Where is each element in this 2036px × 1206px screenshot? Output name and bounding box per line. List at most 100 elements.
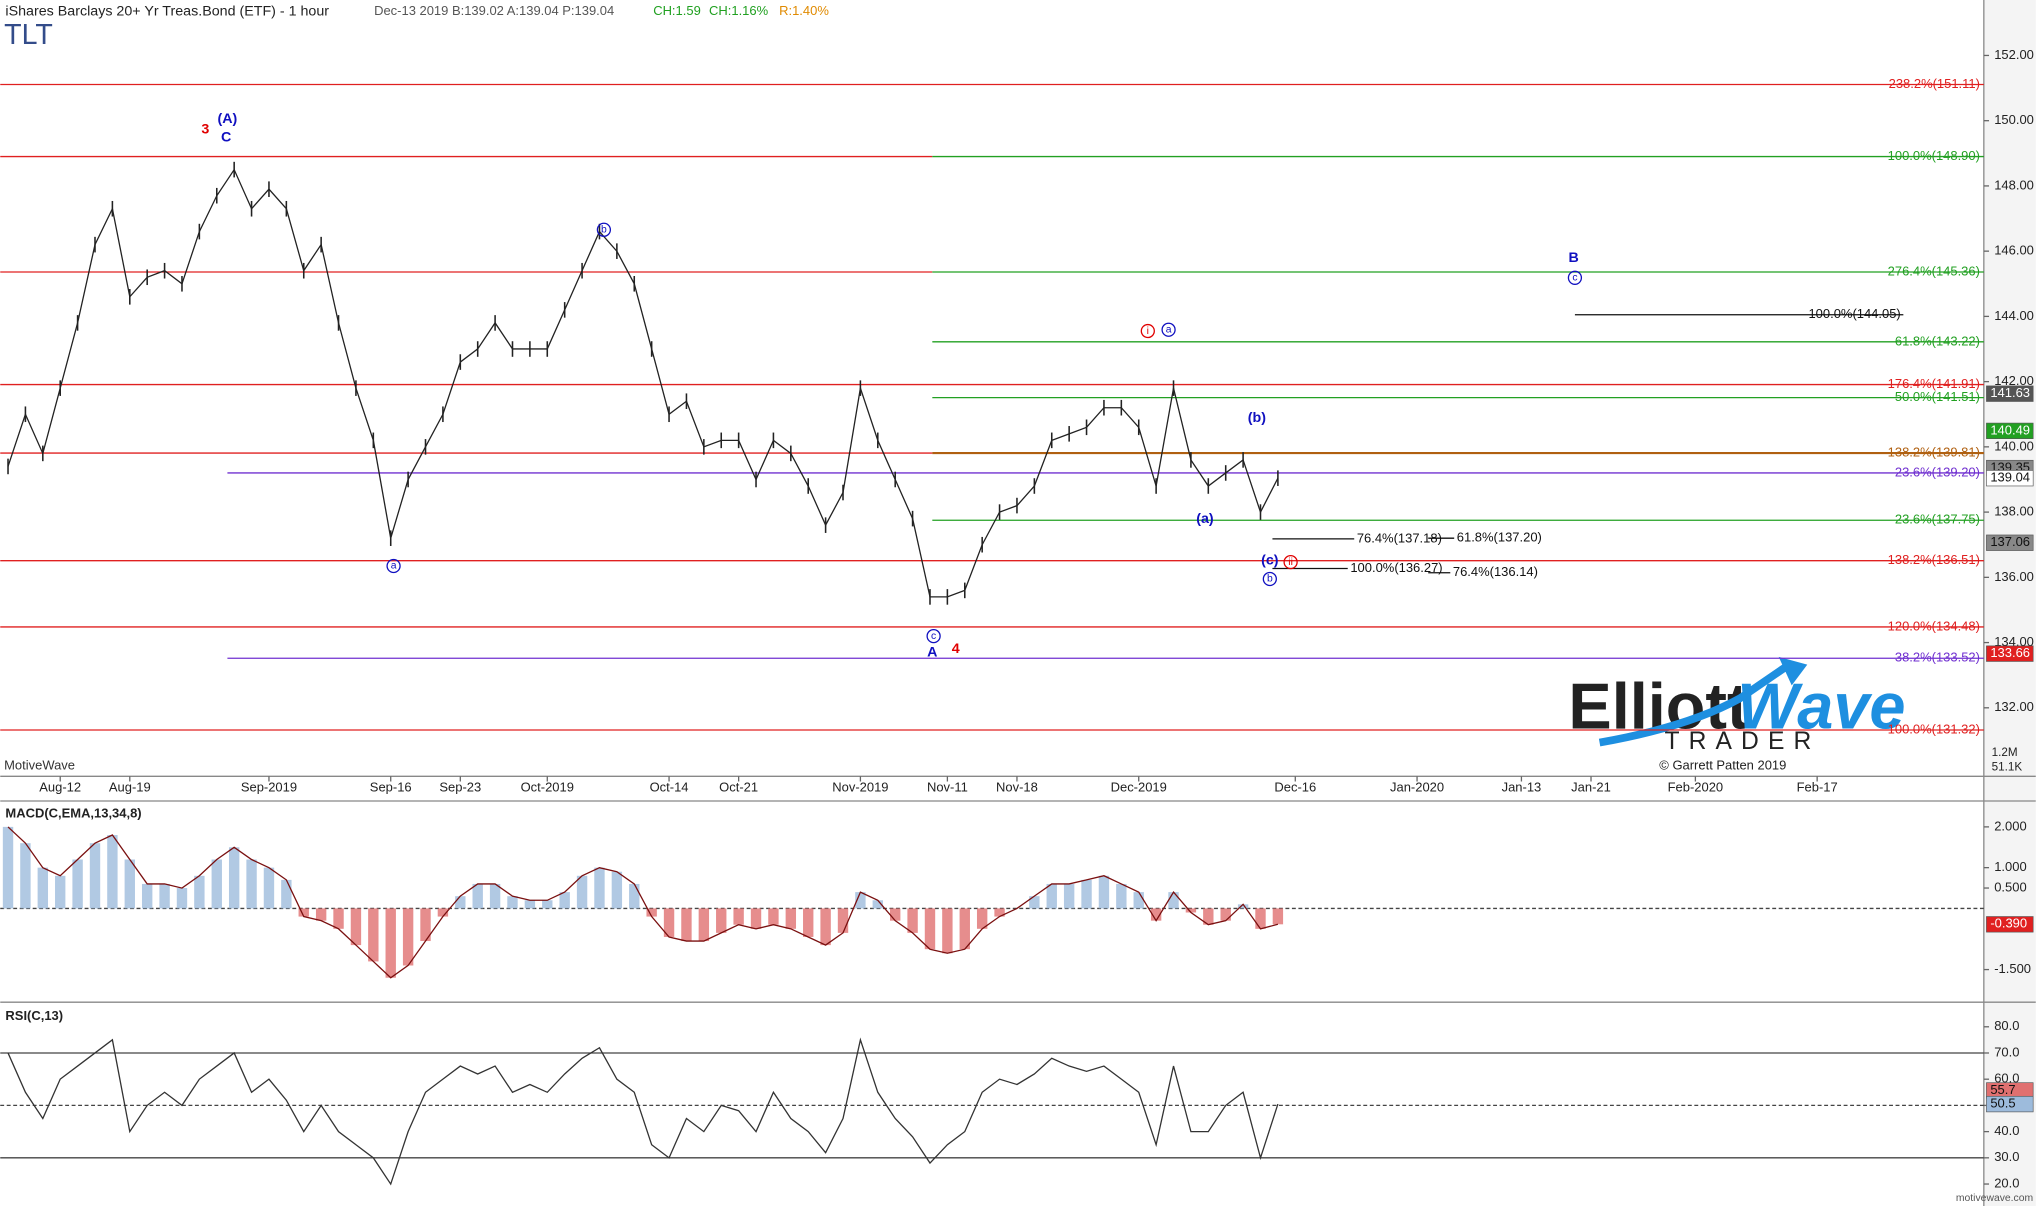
volume-label: 51.1K xyxy=(1992,760,2023,773)
wave-label: (b) xyxy=(1248,410,1266,426)
wave-circle xyxy=(1262,571,1277,587)
macd-histogram xyxy=(1116,883,1127,909)
macd-histogram xyxy=(976,908,988,929)
y-tick-label: 0.500 xyxy=(1994,879,2026,894)
wave-label: b xyxy=(601,225,607,236)
wave-label: (c) xyxy=(1261,553,1279,569)
level-label: 23.6%(137.75) xyxy=(1895,512,1980,527)
macd-histogram xyxy=(20,843,31,909)
macd-histogram xyxy=(542,900,553,909)
price-tag xyxy=(1986,470,2034,487)
level-label: 76.4%(137.18) xyxy=(1357,530,1442,545)
macd-histogram xyxy=(420,908,431,942)
wave-label: c xyxy=(931,631,936,642)
macd-histogram xyxy=(72,859,83,909)
level-label: 100.0%(144.05) xyxy=(1808,306,1900,321)
macd-histogram xyxy=(176,888,188,909)
y-tick-label: 30.0 xyxy=(1994,1149,2019,1164)
x-tick-label: Oct-2019 xyxy=(521,779,574,794)
x-tick-label: Nov-18 xyxy=(996,779,1038,794)
y-tick-label: 2.000 xyxy=(1994,818,2026,833)
wave-circle xyxy=(1283,554,1298,570)
x-tick-label: Oct-14 xyxy=(650,779,689,794)
level-label: 50.0%(141.51) xyxy=(1895,389,1980,404)
macd-histogram xyxy=(994,908,1005,917)
footer: motivewave.com xyxy=(1956,1193,2033,1204)
y-tick-label: 142.00 xyxy=(1994,373,2034,388)
x-tick-label: Nov-2019 xyxy=(832,779,888,794)
level-label: 176.4%(141.91) xyxy=(1888,376,1980,391)
x-tick-label: Sep-2019 xyxy=(241,779,297,794)
header-range: R:1.40% xyxy=(779,3,829,18)
y-tick-label: 70.0 xyxy=(1994,1044,2019,1059)
macd-histogram xyxy=(368,908,379,962)
level-label: 76.4%(136.14) xyxy=(1453,564,1538,579)
level-label: 100.0%(136.27) xyxy=(1350,560,1442,575)
y-tick-label: 152.00 xyxy=(1994,47,2034,62)
macd-line xyxy=(7,826,1279,979)
level-label: 120.0%(134.48) xyxy=(1888,618,1980,633)
y-tick-label: 138.00 xyxy=(1994,504,2034,519)
wave-circle xyxy=(596,222,612,237)
y-tick-label: 146.00 xyxy=(1994,243,2034,258)
macd-histogram xyxy=(1185,908,1197,913)
header-title: iShares Barclays 20+ Yr Treas.Bond (ETF)… xyxy=(5,3,329,19)
macd-histogram xyxy=(1272,908,1284,925)
header-quote: Dec-13 2019 B:139.02 A:139.04 P:139.04 xyxy=(374,3,614,18)
macd-histogram xyxy=(629,883,640,909)
logo-arrow-head xyxy=(1778,656,1808,686)
price-tag xyxy=(1986,422,2034,439)
level-label: 100.0%(148.90) xyxy=(1888,148,1980,163)
macd-histogram xyxy=(402,908,414,966)
price-tag-label: 141.63 xyxy=(1990,385,2030,400)
y-tick-label: 134.00 xyxy=(1994,634,2034,649)
level-label: 61.8%(137.20) xyxy=(1457,530,1542,545)
y-tick-label: 20.0 xyxy=(1994,1175,2019,1190)
macd-histogram xyxy=(924,908,936,950)
macd-histogram xyxy=(959,908,970,950)
logo-arrow xyxy=(1598,661,1792,747)
macd-histogram xyxy=(559,892,570,909)
panel-title: RSI(C,13) xyxy=(5,1008,63,1023)
macd-histogram xyxy=(716,908,727,933)
price-tag-label: 50.5 xyxy=(1990,1096,2015,1111)
logo-word: TRADER xyxy=(1664,728,1820,755)
x-tick-label: Oct-21 xyxy=(719,779,758,794)
rsi-line xyxy=(7,1037,1279,1186)
wave-label: b xyxy=(1267,574,1273,585)
x-tick-label: Jan-13 xyxy=(1502,779,1542,794)
macd-histogram xyxy=(576,875,588,909)
macd-histogram xyxy=(455,896,466,909)
macd-histogram xyxy=(437,908,449,917)
level-label: 238.2%(151.11) xyxy=(1889,76,1980,91)
macd-histogram xyxy=(211,859,222,909)
macd-histogram xyxy=(385,908,396,978)
macd-histogram xyxy=(263,867,275,909)
macd-histogram xyxy=(89,843,101,909)
macd-histogram xyxy=(1046,883,1057,909)
macd-histogram xyxy=(55,875,66,909)
macd-histogram xyxy=(942,908,953,954)
macd-histogram xyxy=(159,883,170,909)
wave-label: 3 xyxy=(201,122,209,138)
y-tick-label: 60.0 xyxy=(1994,1071,2019,1086)
macd-histogram xyxy=(281,879,292,909)
y-tick-label: 40.0 xyxy=(1994,1123,2019,1138)
macd-histogram xyxy=(141,883,153,909)
wave-circle xyxy=(926,628,941,644)
macd-histogram xyxy=(1220,908,1231,921)
macd-histogram xyxy=(228,847,240,909)
x-tick-label: Aug-12 xyxy=(39,779,81,794)
level-label: 61.8%(143.22) xyxy=(1895,333,1980,348)
macd-histogram xyxy=(472,883,483,909)
macd-histogram xyxy=(837,908,849,933)
macd-histogram xyxy=(855,892,866,909)
x-tick-label: Feb-17 xyxy=(1797,779,1838,794)
macd-histogram xyxy=(1098,875,1110,909)
macd-histogram xyxy=(750,908,762,929)
macd-histogram xyxy=(107,835,118,909)
x-tick-label: Feb-2020 xyxy=(1668,779,1724,794)
y-tick-label: 150.00 xyxy=(1994,112,2034,127)
header-change: CH:1.59 xyxy=(653,3,701,18)
macd-histogram xyxy=(524,900,536,909)
